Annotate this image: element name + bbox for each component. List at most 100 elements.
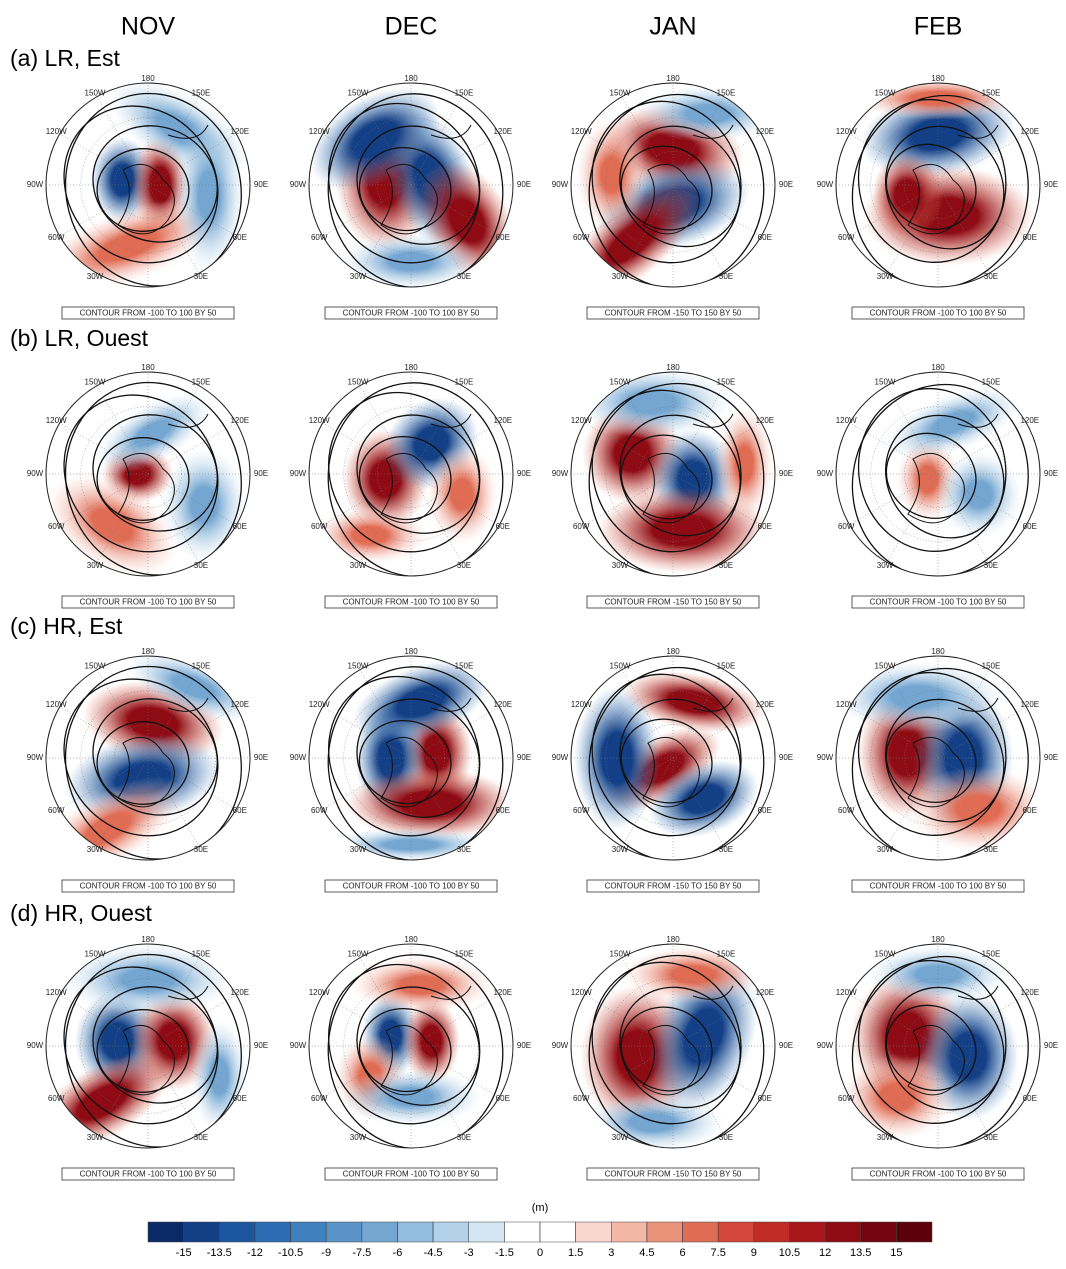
graticule <box>80 406 216 542</box>
contour-caption: CONTOUR FROM -100 TO 100 BY 50 <box>870 598 1007 607</box>
longitude-label: 90E <box>779 1041 793 1050</box>
longitude-label: 30E <box>719 272 733 281</box>
colorbar-box <box>717 1221 755 1243</box>
contour <box>588 382 765 576</box>
longitude-label: 150E <box>455 949 474 958</box>
colorbar-box <box>254 1221 291 1243</box>
graticule <box>80 690 216 826</box>
contour <box>358 719 452 805</box>
longitude-label: 150W <box>85 661 106 670</box>
longitude-label: 120E <box>1020 127 1039 136</box>
map-border <box>570 655 776 861</box>
meridian <box>621 669 725 847</box>
meridian <box>96 957 200 1135</box>
coastline <box>907 413 999 524</box>
longitude-label: 120E <box>755 988 774 997</box>
longitude-label: 150E <box>192 377 211 386</box>
longitude-label: 120W <box>46 988 67 997</box>
longitude-label: 180 <box>404 74 418 83</box>
longitude-label: 30E <box>457 845 471 854</box>
polar-map: 180 150E 120E 90E 60E 30E 30W 60W 90W 120W 150W CON… <box>290 935 531 1181</box>
longitude-label: 150E <box>982 88 1001 97</box>
colorbar-tick-label: 12 <box>819 1247 831 1259</box>
longitude-label: 30E <box>984 561 998 570</box>
contour <box>96 721 190 805</box>
colorbar-box <box>219 1221 256 1243</box>
polar-map: 180 150E 120E 90E 60E 30E 30W 60W 90W 120W 150W CON… <box>552 935 793 1181</box>
longitude-label: 90E <box>779 180 793 189</box>
graticule <box>343 690 479 826</box>
meridian <box>359 385 463 563</box>
longitude-label: 150W <box>348 88 369 97</box>
colorbar-box <box>432 1221 469 1243</box>
longitude-label: 150W <box>610 661 631 670</box>
longitude-label: 90E <box>1044 753 1058 762</box>
longitude-label: 120E <box>1020 988 1039 997</box>
coastline <box>380 413 472 524</box>
caption-box <box>586 1167 760 1181</box>
colorbar-tick-label: -7.5 <box>352 1247 371 1259</box>
polar-map: 180 150E 120E 90E 60E 30E 30W 60W 90W 120W 150W CON… <box>817 363 1058 609</box>
longitude-label: 180 <box>404 363 418 372</box>
contour <box>620 434 713 520</box>
contour-caption: CONTOUR FROM -100 TO 100 BY 50 <box>343 1170 480 1179</box>
contour <box>885 432 977 519</box>
longitude-label: 180 <box>141 647 155 656</box>
longitude-label: 60E <box>1023 1094 1037 1103</box>
longitude-label: 180 <box>931 935 945 944</box>
longitude-label: 30W <box>87 1133 104 1142</box>
coastline <box>117 697 209 808</box>
polar-map: 180 150E 120E 90E 60E 30E 30W 60W 90W 120W 150W CON… <box>290 74 531 320</box>
longitude-label: 60W <box>48 522 65 531</box>
anomaly-blob <box>581 1093 724 1148</box>
longitude-label: 30E <box>194 1133 208 1142</box>
contour <box>92 414 218 532</box>
map-field <box>571 372 775 576</box>
longitude-label: 120W <box>836 416 857 425</box>
contour-caption: CONTOUR FROM -100 TO 100 BY 50 <box>870 1170 1007 1179</box>
map-field <box>836 944 1040 1148</box>
caption-box <box>61 1167 235 1181</box>
longitude-label: 30E <box>194 272 208 281</box>
longitude-label: 30W <box>612 845 629 854</box>
longitude-label: 120W <box>571 416 592 425</box>
anomaly-blob <box>597 487 769 573</box>
longitude-label: 120E <box>230 127 249 136</box>
longitude-label: 30E <box>457 272 471 281</box>
contour <box>884 986 1005 1111</box>
longitude-label: 60E <box>758 1094 772 1103</box>
longitude-label: 60E <box>1023 806 1037 815</box>
polar-map: 180 150E 120E 90E 60E 30E 30W 60W 90W 120W 150W CON… <box>552 74 793 320</box>
caption-box <box>586 879 760 893</box>
colorbar-box <box>361 1221 398 1243</box>
longitude-label: 120W <box>571 700 592 709</box>
contour <box>327 666 504 860</box>
longitude-label: 120W <box>46 127 67 136</box>
longitude-label: 60W <box>311 522 328 531</box>
longitude-label: 30W <box>350 1133 367 1142</box>
polar-map: 180 150E 120E 90E 60E 30E 30W 60W 90W 120W 150W CON… <box>290 363 531 609</box>
meridian <box>621 385 725 563</box>
longitude-label: 120E <box>230 700 249 709</box>
contour <box>327 382 504 576</box>
longitude-label: 60W <box>573 1094 590 1103</box>
coastline <box>380 124 472 235</box>
contour-caption: CONTOUR FROM -150 TO 150 BY 50 <box>605 598 742 607</box>
map-border <box>45 82 251 288</box>
longitude-label: 60W <box>838 522 855 531</box>
caption-box <box>324 1167 498 1181</box>
longitude-label: 30W <box>877 272 894 281</box>
longitude-label: 120E <box>230 988 249 997</box>
polar-map: 180 150E 120E 90E 60E 30E 30W 60W 90W 120W 150W CON… <box>27 363 268 609</box>
column-header: NOV <box>121 13 176 41</box>
contour-caption: CONTOUR FROM -100 TO 100 BY 50 <box>80 1170 217 1179</box>
colorbar-box <box>539 1221 576 1243</box>
longitude-label: 60E <box>1023 233 1037 242</box>
colorbar-tick-label: -10.5 <box>278 1247 303 1259</box>
polar-map: 180 150E 120E 90E 60E 30E 30W 60W 90W 120W 150W CON… <box>817 935 1058 1181</box>
contour <box>96 1009 190 1093</box>
longitude-label: 150E <box>455 661 474 670</box>
graticule <box>870 690 1006 826</box>
map-border <box>45 655 251 861</box>
longitude-label: 150W <box>610 949 631 958</box>
